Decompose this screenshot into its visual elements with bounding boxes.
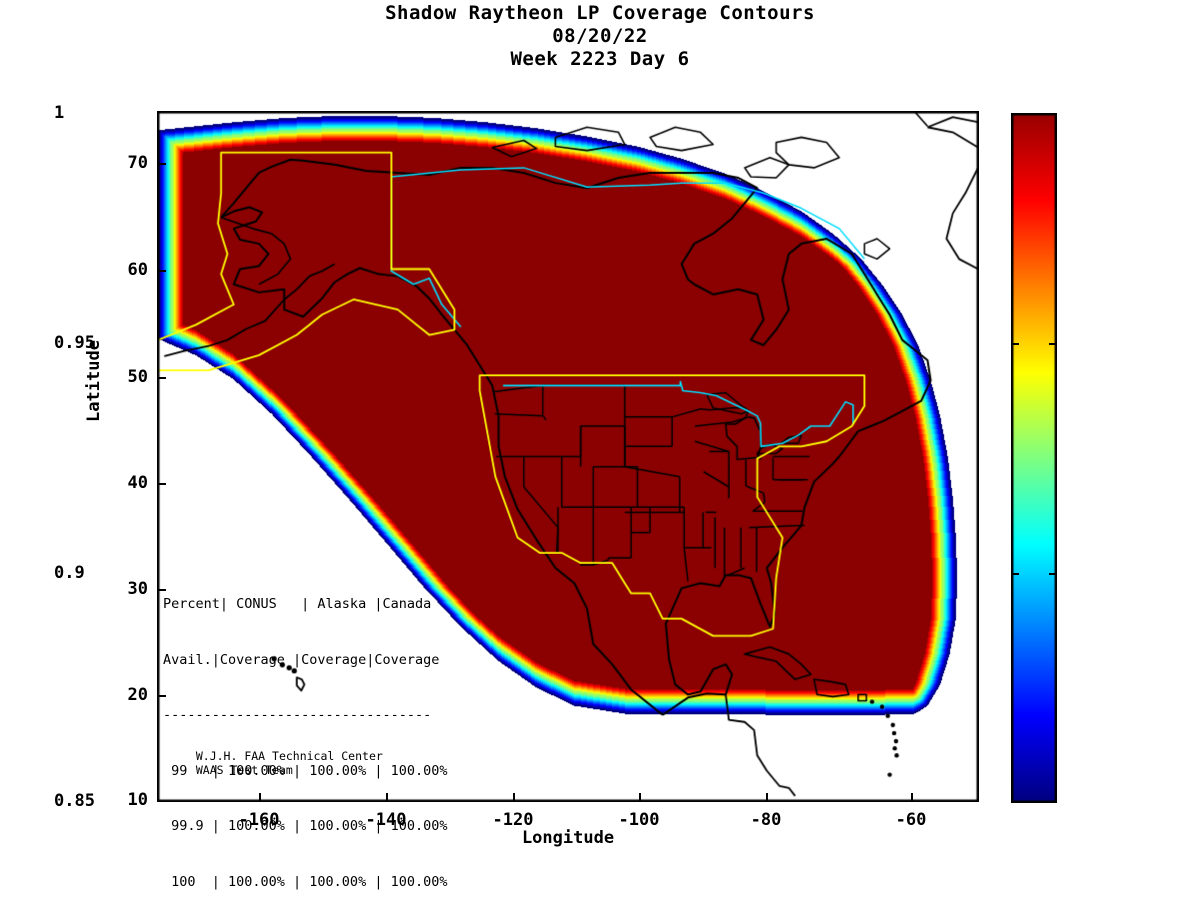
x-axis-label: Longitude bbox=[521, 828, 615, 848]
ytick-label-10: 10 bbox=[127, 790, 148, 810]
ytick-label-60: 60 bbox=[127, 260, 148, 280]
credit-line-2: WAAS Test Team bbox=[195, 763, 293, 777]
ytick-mark-40 bbox=[157, 483, 166, 485]
ytick-label-70: 70 bbox=[127, 153, 148, 173]
xtick-label-120: -120 bbox=[492, 810, 534, 830]
xtick-label-60: -60 bbox=[895, 810, 927, 830]
table-separator: --------------------------------- bbox=[163, 707, 432, 723]
table-row: 99 | 100.00% | 100.00% | 100.00% bbox=[163, 762, 448, 779]
xtick-label-80: -80 bbox=[750, 810, 782, 830]
colorbar-tick-label-1: 1 bbox=[54, 103, 65, 123]
xtick-label-100: -100 bbox=[618, 810, 660, 830]
table-row: 99.9 | 100.00% | 100.00% | 100.00% bbox=[163, 818, 448, 834]
table-row: 100 | 100.00% | 100.00% | 100.00% bbox=[163, 873, 448, 890]
colorbar-tick-mark-095-left bbox=[1011, 343, 1019, 345]
chart-title-block: Shadow Raytheon LP Coverage Contours 08/… bbox=[0, 2, 1200, 71]
ytick-mark-60 bbox=[157, 270, 166, 272]
title-line-3: Week 2223 Day 6 bbox=[510, 48, 690, 70]
xtick-label-140: -140 bbox=[365, 810, 407, 830]
colorbar-gradient bbox=[1011, 113, 1057, 803]
colorbar-tick-label-085: 0.85 bbox=[54, 791, 95, 811]
ytick-mark-20 bbox=[157, 695, 166, 697]
table-header-row-1: Percent| CONUS | Alaska |Canada bbox=[163, 596, 432, 612]
xtick-mark-60 bbox=[911, 793, 913, 802]
xtick-mark-140 bbox=[386, 793, 388, 802]
ytick-label-20: 20 bbox=[127, 685, 148, 705]
credit-line-1: W.J.H. FAA Technical Center bbox=[195, 749, 383, 763]
title-line-1: Shadow Raytheon LP Coverage Contours bbox=[385, 2, 815, 24]
ytick-label-50: 50 bbox=[127, 367, 148, 387]
colorbar-tick-mark-09-left bbox=[1011, 573, 1019, 575]
coverage-statistics-table: Percent| CONUS | Alaska |Canada Avail.|C… bbox=[163, 558, 447, 910]
colorbar-tick-mark-09-right bbox=[1049, 573, 1057, 575]
ytick-mark-70 bbox=[157, 163, 166, 165]
credit-block: W.J.H. FAA Technical Center WAAS Test Te… bbox=[182, 735, 383, 777]
ytick-label-30: 30 bbox=[127, 579, 148, 599]
xtick-mark-120 bbox=[513, 793, 515, 802]
xtick-mark-80 bbox=[766, 793, 768, 802]
ytick-mark-30 bbox=[157, 589, 166, 591]
colorbar-tick-mark-095-right bbox=[1049, 343, 1057, 345]
xtick-label-160: -160 bbox=[238, 810, 280, 830]
xtick-mark-100 bbox=[639, 793, 641, 802]
colorbar-tick-label-09: 0.9 bbox=[54, 563, 85, 583]
table-header-row-2: Avail.|Coverage |Coverage|Coverage bbox=[163, 651, 440, 668]
colorbar-tick-label-095: 0.95 bbox=[54, 333, 95, 353]
coverage-contour-canvas bbox=[158, 112, 978, 801]
title-line-2: 08/20/22 bbox=[552, 25, 648, 47]
xtick-mark-160 bbox=[259, 793, 261, 802]
colorbar bbox=[1011, 113, 1057, 803]
ytick-label-40: 40 bbox=[127, 473, 148, 493]
ytick-mark-50 bbox=[157, 377, 166, 379]
map-plot-area bbox=[157, 111, 979, 802]
